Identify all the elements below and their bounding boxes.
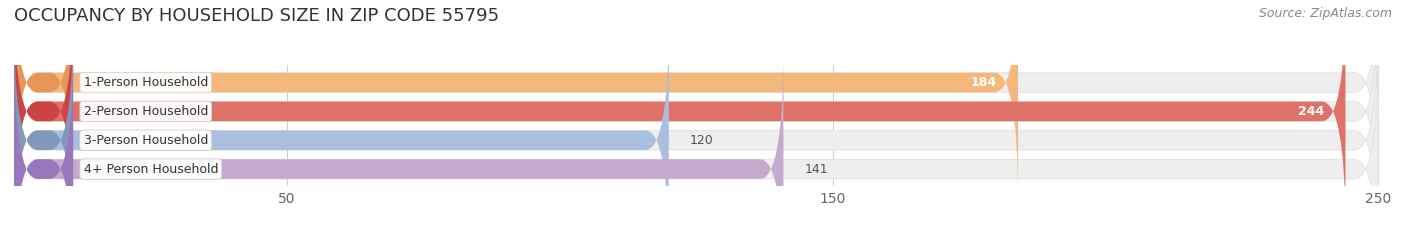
Text: 141: 141 [804, 163, 828, 176]
Text: Source: ZipAtlas.com: Source: ZipAtlas.com [1258, 7, 1392, 20]
FancyBboxPatch shape [14, 0, 73, 231]
Text: 120: 120 [690, 134, 714, 147]
FancyBboxPatch shape [14, 20, 1378, 233]
FancyBboxPatch shape [14, 49, 1378, 233]
Text: 3-Person Household: 3-Person Household [83, 134, 208, 147]
FancyBboxPatch shape [14, 49, 73, 233]
Text: 2-Person Household: 2-Person Household [83, 105, 208, 118]
FancyBboxPatch shape [14, 0, 73, 202]
Text: 244: 244 [1298, 105, 1324, 118]
Text: OCCUPANCY BY HOUSEHOLD SIZE IN ZIP CODE 55795: OCCUPANCY BY HOUSEHOLD SIZE IN ZIP CODE … [14, 7, 499, 25]
Text: 184: 184 [972, 76, 997, 89]
FancyBboxPatch shape [14, 0, 1346, 231]
FancyBboxPatch shape [14, 20, 669, 233]
FancyBboxPatch shape [14, 20, 73, 233]
Text: 1-Person Household: 1-Person Household [83, 76, 208, 89]
Text: 4+ Person Household: 4+ Person Household [83, 163, 218, 176]
FancyBboxPatch shape [14, 0, 1018, 202]
FancyBboxPatch shape [14, 49, 783, 233]
FancyBboxPatch shape [14, 0, 1378, 202]
FancyBboxPatch shape [14, 0, 1378, 231]
